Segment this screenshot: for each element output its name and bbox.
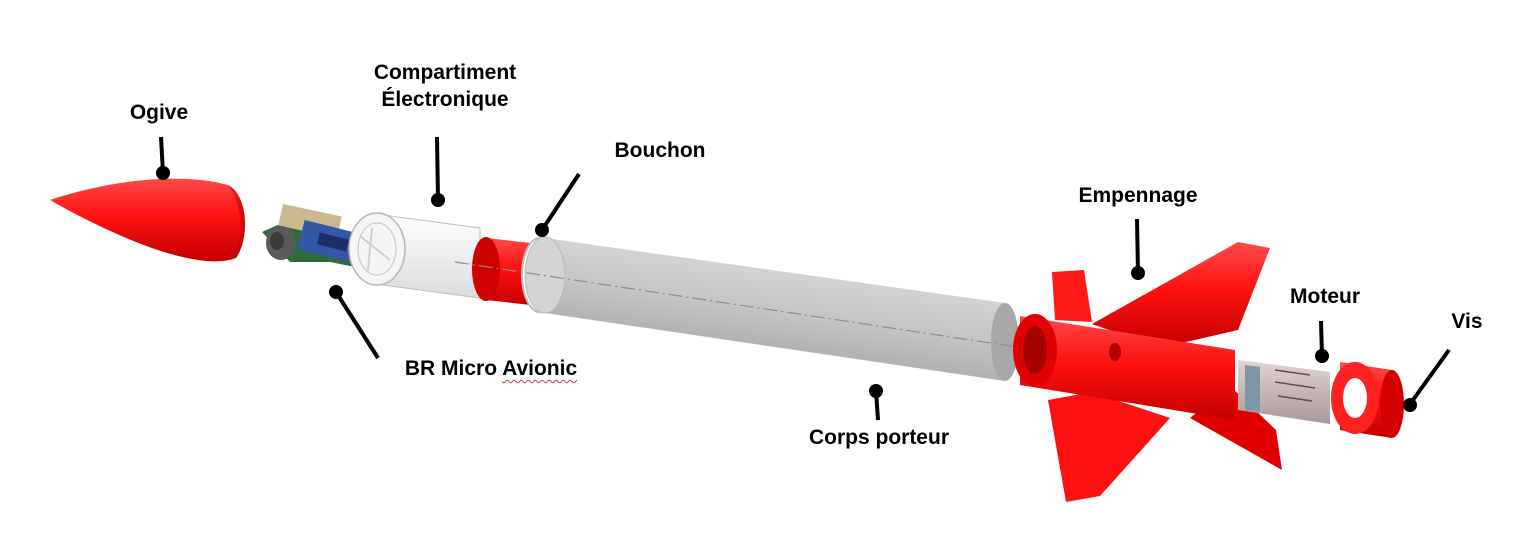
leader-vis (1403, 348, 1451, 412)
label-avionic-suffix: Avionic (502, 357, 578, 380)
label-bouchon: Bouchon (614, 139, 706, 162)
ogive-part (50, 178, 246, 262)
moteur-part (1238, 360, 1330, 424)
leader-ogive (156, 136, 170, 180)
label-compartiment: Compartiment Électronique (340, 59, 550, 113)
empennage-part (1013, 242, 1282, 502)
label-avionic-prefix: BR Micro (404, 357, 503, 380)
leader-empennage (1131, 218, 1145, 280)
leader-corps (869, 384, 883, 421)
label-moteur: Moteur (1290, 285, 1360, 308)
label-avionic: BR Micro Avionic (376, 355, 606, 382)
label-ogive: Ogive (129, 101, 189, 124)
label-empennage: Empennage (1078, 184, 1198, 207)
label-compartiment-line2: Électronique (381, 88, 509, 111)
label-vis: Vis (1451, 310, 1483, 333)
label-compartiment-line1: Compartiment (373, 61, 517, 84)
corps-porteur-part (454, 236, 1051, 381)
label-corps-porteur: Corps porteur (808, 426, 949, 449)
leader-compartiment (431, 136, 445, 207)
leader-lines (156, 136, 1451, 421)
leader-bouchon (535, 172, 581, 237)
vis-part (1331, 362, 1404, 438)
leader-moteur (1315, 320, 1329, 363)
leader-avionic (329, 285, 380, 360)
compartiment-part (348, 212, 481, 299)
